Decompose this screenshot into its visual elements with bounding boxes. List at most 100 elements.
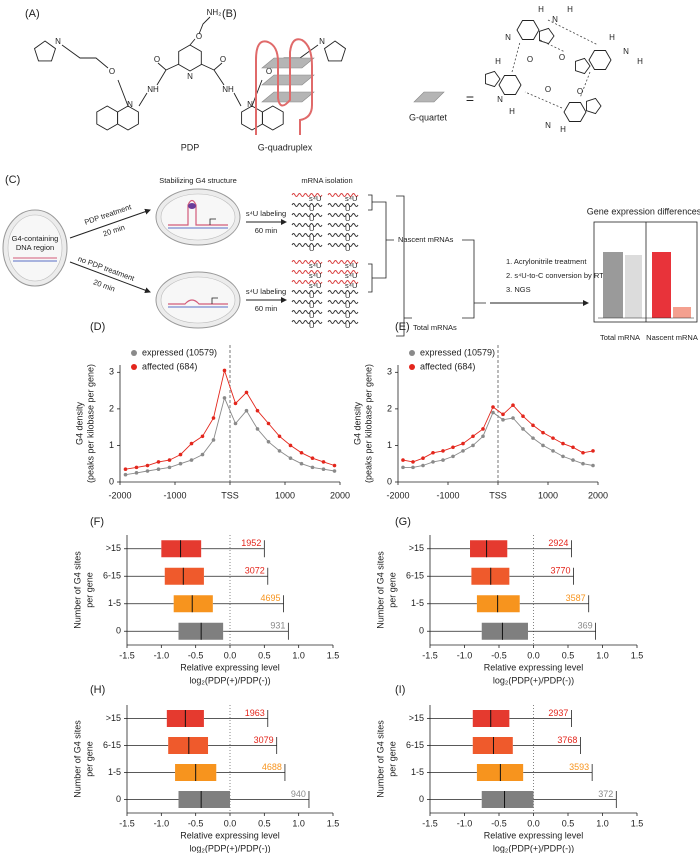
y-axis-label: per gene <box>84 741 94 777</box>
category-label: 0 <box>419 626 424 636</box>
count-label: 4688 <box>262 762 282 772</box>
ring <box>241 105 263 131</box>
ring <box>178 44 202 72</box>
point <box>401 465 405 470</box>
y-tick-label: 3 <box>109 367 114 377</box>
point <box>277 449 282 453</box>
category-label: >15 <box>106 713 121 723</box>
legend-label: affected (684) <box>420 361 475 371</box>
count-label: 372 <box>598 789 613 799</box>
time-label: 60 min <box>255 304 278 313</box>
mrna-strand <box>291 300 323 304</box>
category-label: >15 <box>409 543 424 553</box>
count-label: 369 <box>578 621 593 631</box>
point <box>521 414 525 418</box>
atom-label: N <box>497 95 503 104</box>
atom-label: NH <box>147 85 159 94</box>
point <box>299 450 304 455</box>
ring <box>563 102 587 122</box>
x-axis-label: log₂(PDP(+)/PDP(-)) <box>189 843 270 853</box>
box <box>481 791 534 808</box>
atom-label: N <box>247 100 253 109</box>
ring <box>539 27 555 45</box>
base-label: U <box>309 301 314 310</box>
point <box>561 454 565 459</box>
point <box>421 456 425 461</box>
box <box>173 595 213 613</box>
panel-label: (H) <box>90 684 105 696</box>
point <box>299 461 304 466</box>
point <box>491 410 495 415</box>
mrna-strand <box>291 260 323 264</box>
x-tick-label: -1.0 <box>457 650 473 660</box>
group-label: Total mRNAs <box>413 323 457 332</box>
x-tick-label: -1000 <box>436 490 459 500</box>
point <box>288 456 293 461</box>
panel-label: (A) <box>25 8 40 20</box>
base-label: U <box>345 224 350 233</box>
category-label: 0 <box>419 794 424 804</box>
count-label: 940 <box>291 789 306 799</box>
count-label: 931 <box>270 621 285 631</box>
x-axis-label: Relative expressing level <box>484 830 584 840</box>
count-label: 1963 <box>245 708 265 718</box>
point <box>134 465 139 470</box>
time-label: 20 min <box>102 223 126 239</box>
base-label: s⁴U <box>309 281 321 290</box>
panel-label: (G) <box>395 516 411 528</box>
legend-label: expressed (10579) <box>142 347 217 357</box>
x-tick-label: 1.5 <box>631 818 644 828</box>
point <box>167 465 172 470</box>
y-axis-label: (peaks per kilobase per gene) <box>85 364 95 483</box>
category-label: 1-5 <box>108 598 121 608</box>
x-tick-label: 1000 <box>538 490 558 500</box>
y-tick-label: 2 <box>109 403 114 413</box>
x-tick-label: 1.0 <box>596 818 609 828</box>
x-tick-label: -2000 <box>108 490 131 500</box>
atom-label: H <box>567 5 573 14</box>
y-tick-label: 2 <box>387 403 392 413</box>
series-line <box>125 396 335 476</box>
mrna-strand <box>291 243 323 247</box>
molecule <box>33 16 347 131</box>
panel-label: (D) <box>90 321 105 333</box>
atom-label: O <box>109 67 115 76</box>
base-label: s⁴U <box>309 271 321 280</box>
h-bonds <box>511 19 599 109</box>
mrna-strand <box>327 280 359 284</box>
point <box>581 450 585 455</box>
panel-label: (C) <box>5 174 20 186</box>
mrna-strand <box>291 270 323 274</box>
point <box>233 421 238 426</box>
ring <box>96 105 119 131</box>
panel-b: (B) G-quadruplex G-quartet = H N H N O H… <box>222 5 643 152</box>
y-axis-label: Number of G4 sites <box>375 720 385 798</box>
x-tick-label: 1.5 <box>327 818 340 828</box>
base-label: U <box>309 311 314 320</box>
mrna-strand <box>327 233 359 237</box>
y-tick-label: 0 <box>109 476 114 486</box>
point <box>531 423 535 428</box>
atom-label: N <box>127 100 133 109</box>
point <box>571 458 575 462</box>
x-tick-label: -1.5 <box>119 650 135 660</box>
x-tick-label: -1000 <box>163 490 186 500</box>
point <box>288 443 293 448</box>
point <box>145 469 150 473</box>
count-label: 2924 <box>548 538 568 548</box>
panel-label: (B) <box>222 8 237 20</box>
y-axis-label: G4 density <box>352 401 362 445</box>
y-tick-label: 1 <box>387 440 392 450</box>
atom-label: O <box>266 67 272 76</box>
base-label: U <box>345 301 350 310</box>
mrna-strand <box>327 290 359 294</box>
point <box>222 368 227 373</box>
mrna-strand <box>291 193 323 197</box>
point <box>431 460 435 464</box>
base-label: U <box>345 321 350 330</box>
x-axis-label: log₂(PDP(+)/PDP(-)) <box>493 675 574 685</box>
step-label: mRNA isolation <box>301 176 352 185</box>
x-tick-label: 1.0 <box>292 650 305 660</box>
x-tick-label: -0.5 <box>491 650 507 660</box>
count-label: 3587 <box>566 593 586 603</box>
